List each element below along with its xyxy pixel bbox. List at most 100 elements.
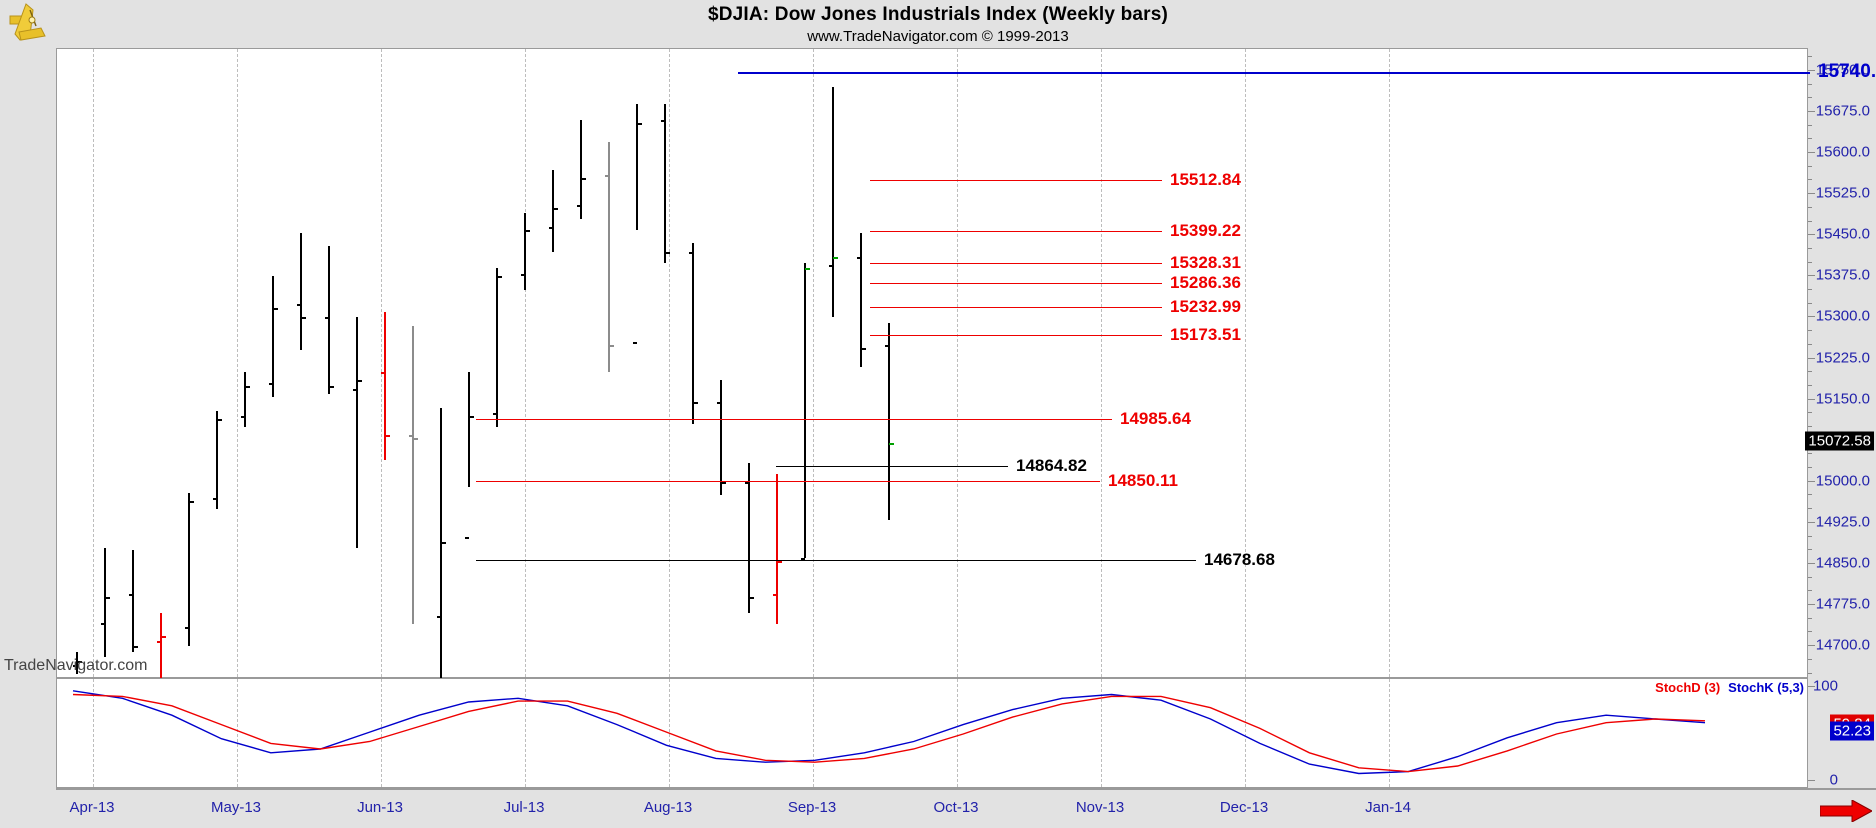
price-level-line[interactable] bbox=[738, 72, 1810, 74]
bar-high-low bbox=[384, 311, 386, 460]
price-level-label: 15512.84 bbox=[1170, 170, 1241, 189]
ohlc-bar bbox=[465, 372, 474, 539]
price-axis-label: 15450.0 bbox=[1815, 225, 1870, 243]
price-level-label: 14850.11 bbox=[1108, 471, 1178, 490]
price-level-line[interactable] bbox=[870, 283, 1162, 284]
price-axis-label: 15750.0 bbox=[1815, 61, 1870, 79]
bar-close-tick bbox=[497, 276, 502, 279]
ohlc-bar bbox=[577, 120, 586, 219]
bar-close-tick bbox=[273, 307, 278, 310]
stochk-line bbox=[72, 690, 1706, 775]
price-level-line[interactable] bbox=[476, 560, 1196, 561]
bar-close-tick bbox=[525, 229, 530, 232]
gridline-vertical bbox=[1389, 49, 1390, 677]
bar-high-low bbox=[468, 372, 470, 488]
price-level-line[interactable] bbox=[776, 466, 1008, 467]
bar-close-tick bbox=[77, 661, 82, 664]
ohlc-bar bbox=[857, 232, 866, 367]
price-level-label: 15286.36 bbox=[1170, 273, 1241, 292]
tradenavigator-logo bbox=[6, 2, 50, 44]
scroll-right-arrow-icon[interactable] bbox=[1819, 799, 1874, 823]
axis-minor-tick bbox=[1808, 302, 1812, 304]
ohlc-bar bbox=[409, 325, 418, 625]
axis-minor-tick bbox=[1808, 330, 1812, 332]
axis-minor-tick bbox=[1808, 69, 1812, 71]
bar-close-tick bbox=[721, 481, 726, 484]
bar-close-tick bbox=[469, 416, 474, 419]
gridline-vertical bbox=[381, 49, 382, 677]
bar-high-low bbox=[216, 410, 218, 510]
bar-open-tick bbox=[717, 402, 721, 405]
price-axis-label: 15375.0 bbox=[1815, 266, 1870, 284]
bar-open-tick bbox=[605, 174, 609, 177]
ohlc-bar bbox=[437, 407, 446, 688]
bar-open-tick bbox=[381, 372, 385, 375]
price-level-label: 15328.31 bbox=[1170, 253, 1241, 272]
ohlc-bar bbox=[241, 372, 250, 427]
bar-close-tick bbox=[441, 542, 446, 545]
price-level-line[interactable] bbox=[870, 231, 1162, 232]
gridline-vertical bbox=[1245, 49, 1246, 677]
bar-high-low bbox=[272, 276, 274, 397]
bar-open-tick bbox=[409, 435, 413, 438]
bar-open-tick bbox=[661, 120, 665, 123]
bar-close-tick bbox=[217, 418, 222, 421]
gridline-vertical bbox=[813, 49, 814, 677]
axis-minor-tick bbox=[1808, 97, 1812, 99]
axis-minor-tick bbox=[1808, 124, 1812, 126]
bar-close-tick bbox=[889, 443, 894, 446]
ohlc-bar bbox=[885, 322, 894, 521]
date-axis-label: Jun-13 bbox=[357, 799, 403, 816]
date-axis-label: Jan-14 bbox=[1365, 799, 1411, 816]
price-level-line[interactable] bbox=[870, 307, 1162, 308]
bar-high-low bbox=[188, 492, 190, 647]
gridline-vertical bbox=[93, 49, 94, 677]
gridline-vertical bbox=[525, 49, 526, 677]
bar-open-tick bbox=[353, 388, 357, 391]
axis-minor-tick bbox=[1808, 576, 1812, 578]
price-axis[interactable]: 15750.0 15675.0 15600.0 15525.0 15450.0 15375… bbox=[1805, 48, 1876, 678]
bar-close-tick bbox=[805, 268, 810, 271]
price-axis-label: 15225.0 bbox=[1815, 349, 1870, 367]
bar-high-low bbox=[132, 550, 134, 652]
axis-minor-tick bbox=[1808, 480, 1812, 482]
bar-open-tick bbox=[241, 416, 245, 419]
bar-high-low bbox=[748, 462, 750, 614]
price-axis-label: 15000.0 bbox=[1815, 472, 1870, 490]
watermark: TradeNavigator.com bbox=[4, 657, 148, 674]
price-level-label: 14864.82 bbox=[1016, 456, 1087, 475]
stochastic-axis[interactable]: 100059.8452.23 bbox=[1808, 678, 1876, 789]
price-chart-panel[interactable] bbox=[56, 48, 1808, 690]
price-level-line[interactable] bbox=[476, 419, 1112, 420]
axis-minor-tick bbox=[1808, 562, 1812, 564]
ohlc-bar bbox=[773, 473, 782, 625]
axis-minor-tick bbox=[1808, 111, 1812, 112]
axis-minor-tick bbox=[1808, 453, 1812, 455]
price-level-line[interactable] bbox=[870, 335, 1162, 336]
stochk-legend-label: StochK (5,3) bbox=[1728, 680, 1804, 695]
price-level-line[interactable] bbox=[870, 263, 1162, 264]
bar-close-tick bbox=[385, 435, 390, 438]
stochastic-chart-panel[interactable] bbox=[56, 678, 1808, 788]
axis-minor-tick bbox=[1808, 590, 1812, 592]
bar-close-tick bbox=[581, 177, 586, 180]
ohlc-bar bbox=[73, 651, 82, 674]
gridline-vertical bbox=[93, 679, 94, 787]
bar-high-low bbox=[720, 380, 722, 496]
bar-open-tick bbox=[745, 481, 749, 484]
stochd-line bbox=[72, 693, 1706, 773]
bar-close-tick bbox=[105, 596, 110, 599]
bar-high-low bbox=[104, 547, 106, 658]
ohlc-bar bbox=[325, 246, 334, 395]
price-level-line[interactable] bbox=[476, 481, 1100, 482]
price-level-line[interactable] bbox=[870, 180, 1162, 181]
price-axis-label: 15300.0 bbox=[1815, 307, 1870, 325]
ohlc-bar bbox=[661, 103, 670, 263]
bar-open-tick bbox=[269, 383, 273, 386]
bar-close-tick bbox=[777, 561, 782, 564]
bar-open-tick bbox=[549, 227, 553, 230]
axis-tick bbox=[1808, 686, 1815, 687]
bar-close-tick bbox=[637, 122, 642, 125]
bar-open-tick bbox=[465, 536, 469, 539]
date-axis[interactable]: Apr-13 May-13 Jun-13 Jul-13 Aug-13 Sep-13 Oct-… bbox=[56, 788, 1876, 828]
